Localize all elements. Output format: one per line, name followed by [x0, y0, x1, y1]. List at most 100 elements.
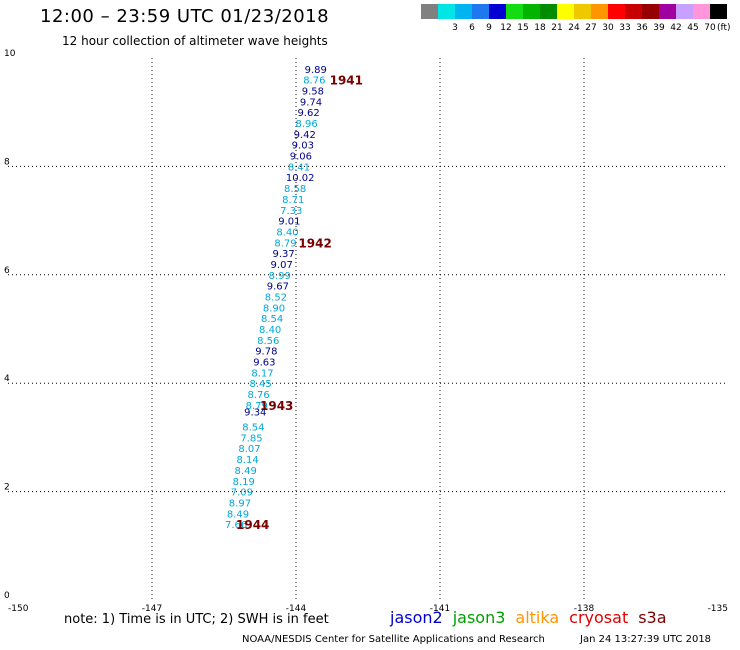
- wave-height-value: 8.56: [257, 336, 279, 347]
- legend-swatch: [642, 4, 659, 19]
- chart-title: 12:00 – 23:59 UTC 01/23/2018: [40, 6, 330, 27]
- time-label: 1943: [260, 399, 293, 413]
- credit-text: NOAA/NESDIS Center for Satellite Applica…: [242, 634, 545, 645]
- wave-height-value: 8.45: [249, 379, 271, 390]
- legend-label: 21: [551, 23, 563, 33]
- x-tick-label: -141: [430, 604, 450, 614]
- legend-label: 24: [568, 23, 580, 33]
- footer-note: note: 1) Time is in UTC; 2) SWH is in fe…: [64, 612, 329, 627]
- legend-swatch: [591, 4, 608, 19]
- wave-height-value: 7.85: [240, 433, 262, 444]
- wave-height-value: 8.41: [288, 162, 310, 173]
- wave-height-value: 8.79: [274, 238, 296, 249]
- wave-height-value: 8.54: [261, 314, 283, 325]
- legend-label: 45: [687, 23, 699, 33]
- legend-label: 9: [486, 23, 492, 33]
- legend-swatch: [540, 4, 557, 19]
- wave-height-value: 8.14: [236, 455, 258, 466]
- legend-label: 30: [602, 23, 614, 33]
- legend-swatch: [506, 4, 523, 19]
- legend-swatch: [455, 4, 472, 19]
- legend-swatch: [676, 4, 693, 19]
- legend-swatch: [523, 4, 540, 19]
- wave-height-value: 9.58: [302, 87, 324, 98]
- legend-swatch: [489, 4, 506, 19]
- wave-height-value: 8.17: [251, 368, 273, 379]
- satellite-label: cryosat: [569, 608, 629, 627]
- legend-swatch: [710, 4, 727, 19]
- x-tick-label: -150: [8, 604, 29, 614]
- y-tick-label: 10: [4, 49, 16, 59]
- wave-height-value: 8.54: [242, 423, 264, 434]
- x-tick-label: -144: [286, 604, 307, 614]
- wave-height-value: 8.71: [282, 195, 304, 206]
- time-label: 1941: [330, 74, 363, 88]
- wave-height-value: 8.19: [233, 477, 255, 488]
- wave-height-value: 9.03: [292, 141, 314, 152]
- wave-height-value: 8.40: [259, 325, 281, 336]
- time-label: 1942: [298, 236, 331, 250]
- y-tick-label: 6: [4, 266, 10, 276]
- wave-height-value: 9.67: [267, 282, 289, 293]
- legend-label: 39: [653, 23, 665, 33]
- wave-height-value: 8.49: [227, 509, 249, 520]
- wave-height-value: 8.96: [296, 119, 318, 130]
- satellite-label: altika: [515, 608, 560, 627]
- x-tick-label: -147: [142, 604, 162, 614]
- legend-label: 18: [534, 23, 546, 33]
- wave-height-value: 9.07: [271, 260, 293, 271]
- wave-height-value: 9.42: [294, 130, 316, 141]
- wave-height-value: 8.40: [276, 227, 298, 238]
- y-tick-label: 4: [4, 374, 10, 384]
- legend-label: 6: [469, 23, 475, 33]
- wave-height-value: 8.58: [284, 184, 306, 195]
- wave-height-value: 9.78: [255, 347, 277, 358]
- legend-label: 27: [585, 23, 597, 33]
- legend-label: 3: [452, 23, 458, 33]
- wave-height-value: 9.74: [300, 97, 322, 108]
- wave-height-value: 8.76: [248, 390, 270, 401]
- time-label: 1944: [236, 518, 269, 532]
- x-tick-label: -138: [574, 604, 595, 614]
- legend-swatch: [557, 4, 574, 19]
- y-tick-label: 0: [4, 591, 10, 601]
- legend-label: 36: [636, 23, 648, 33]
- wave-height-value: 9.63: [253, 358, 275, 369]
- legend-label: 70: [704, 23, 716, 33]
- legend-label: 33: [619, 23, 631, 33]
- wave-height-value: 8.79: [246, 401, 268, 412]
- legend-label: 12: [500, 23, 512, 33]
- y-tick-label: 2: [4, 483, 10, 493]
- legend-unit: (ft): [717, 23, 731, 33]
- wave-height-value: 9.89: [305, 65, 327, 76]
- wave-height-value: 7.09: [231, 488, 253, 499]
- wave-height-value: 8.97: [229, 498, 251, 509]
- satellite-label: jason2: [390, 608, 443, 627]
- wave-height-value: 9.37: [272, 249, 294, 260]
- legend-swatch: [693, 4, 710, 19]
- wave-height-value: 8.07: [238, 444, 260, 455]
- satellite-label: jason3: [452, 608, 506, 627]
- wave-height-value: 8.49: [235, 466, 257, 477]
- y-tick-label: 8: [4, 157, 10, 167]
- wave-height-value: 7.33: [280, 206, 302, 217]
- wave-height-value: 9.62: [297, 108, 319, 119]
- wave-height-value: 8.90: [263, 303, 285, 314]
- legend-swatch: [659, 4, 676, 19]
- chart-subtitle: 12 hour collection of altimeter wave hei…: [62, 34, 328, 48]
- legend-swatch: [574, 4, 591, 19]
- wave-height-value: 9.34: [244, 407, 266, 418]
- x-tick-label: -135: [708, 604, 728, 614]
- legend-swatch: [472, 4, 489, 19]
- wave-height-value: 8.99: [269, 271, 291, 282]
- legend-swatch: [421, 4, 438, 19]
- wave-height-value: 10.02: [286, 173, 315, 184]
- wave-height-value: 9.01: [278, 217, 300, 228]
- wave-height-value: 8.76: [303, 76, 325, 87]
- satellite-label: s3a: [638, 608, 667, 627]
- timestamp: Jan 24 13:27:39 UTC 2018: [580, 634, 712, 645]
- legend-swatch: [625, 4, 642, 19]
- wave-height-value: 9.06: [290, 152, 312, 163]
- wave-height-value: 8.52: [265, 292, 287, 303]
